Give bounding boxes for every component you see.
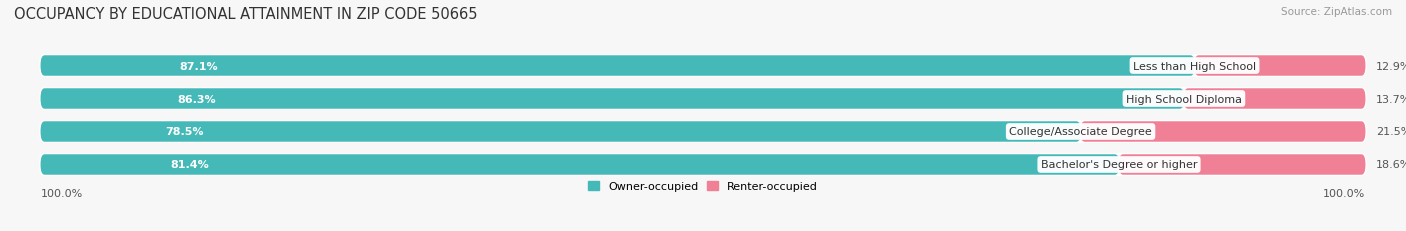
Text: 100.0%: 100.0% (41, 188, 83, 198)
FancyBboxPatch shape (1195, 56, 1365, 76)
Text: OCCUPANCY BY EDUCATIONAL ATTAINMENT IN ZIP CODE 50665: OCCUPANCY BY EDUCATIONAL ATTAINMENT IN Z… (14, 7, 478, 22)
FancyBboxPatch shape (41, 155, 1119, 175)
Text: Bachelor's Degree or higher: Bachelor's Degree or higher (1040, 160, 1198, 170)
Text: 100.0%: 100.0% (1323, 188, 1365, 198)
Text: Less than High School: Less than High School (1133, 61, 1256, 71)
Text: Source: ZipAtlas.com: Source: ZipAtlas.com (1281, 7, 1392, 17)
Text: 18.6%: 18.6% (1376, 160, 1406, 170)
Text: 81.4%: 81.4% (170, 160, 208, 170)
FancyBboxPatch shape (1119, 155, 1365, 175)
Text: 86.3%: 86.3% (177, 94, 217, 104)
Text: High School Diploma: High School Diploma (1126, 94, 1241, 104)
FancyBboxPatch shape (41, 122, 1365, 142)
Text: 87.1%: 87.1% (179, 61, 218, 71)
FancyBboxPatch shape (41, 122, 1081, 142)
FancyBboxPatch shape (41, 155, 1365, 175)
Text: 78.5%: 78.5% (166, 127, 204, 137)
Legend: Owner-occupied, Renter-occupied: Owner-occupied, Renter-occupied (583, 177, 823, 196)
FancyBboxPatch shape (1081, 122, 1365, 142)
FancyBboxPatch shape (41, 56, 1365, 76)
FancyBboxPatch shape (41, 89, 1365, 109)
Text: 13.7%: 13.7% (1376, 94, 1406, 104)
FancyBboxPatch shape (1184, 89, 1365, 109)
Text: 12.9%: 12.9% (1376, 61, 1406, 71)
Text: College/Associate Degree: College/Associate Degree (1010, 127, 1152, 137)
FancyBboxPatch shape (41, 89, 1184, 109)
Text: 21.5%: 21.5% (1376, 127, 1406, 137)
FancyBboxPatch shape (41, 56, 1195, 76)
